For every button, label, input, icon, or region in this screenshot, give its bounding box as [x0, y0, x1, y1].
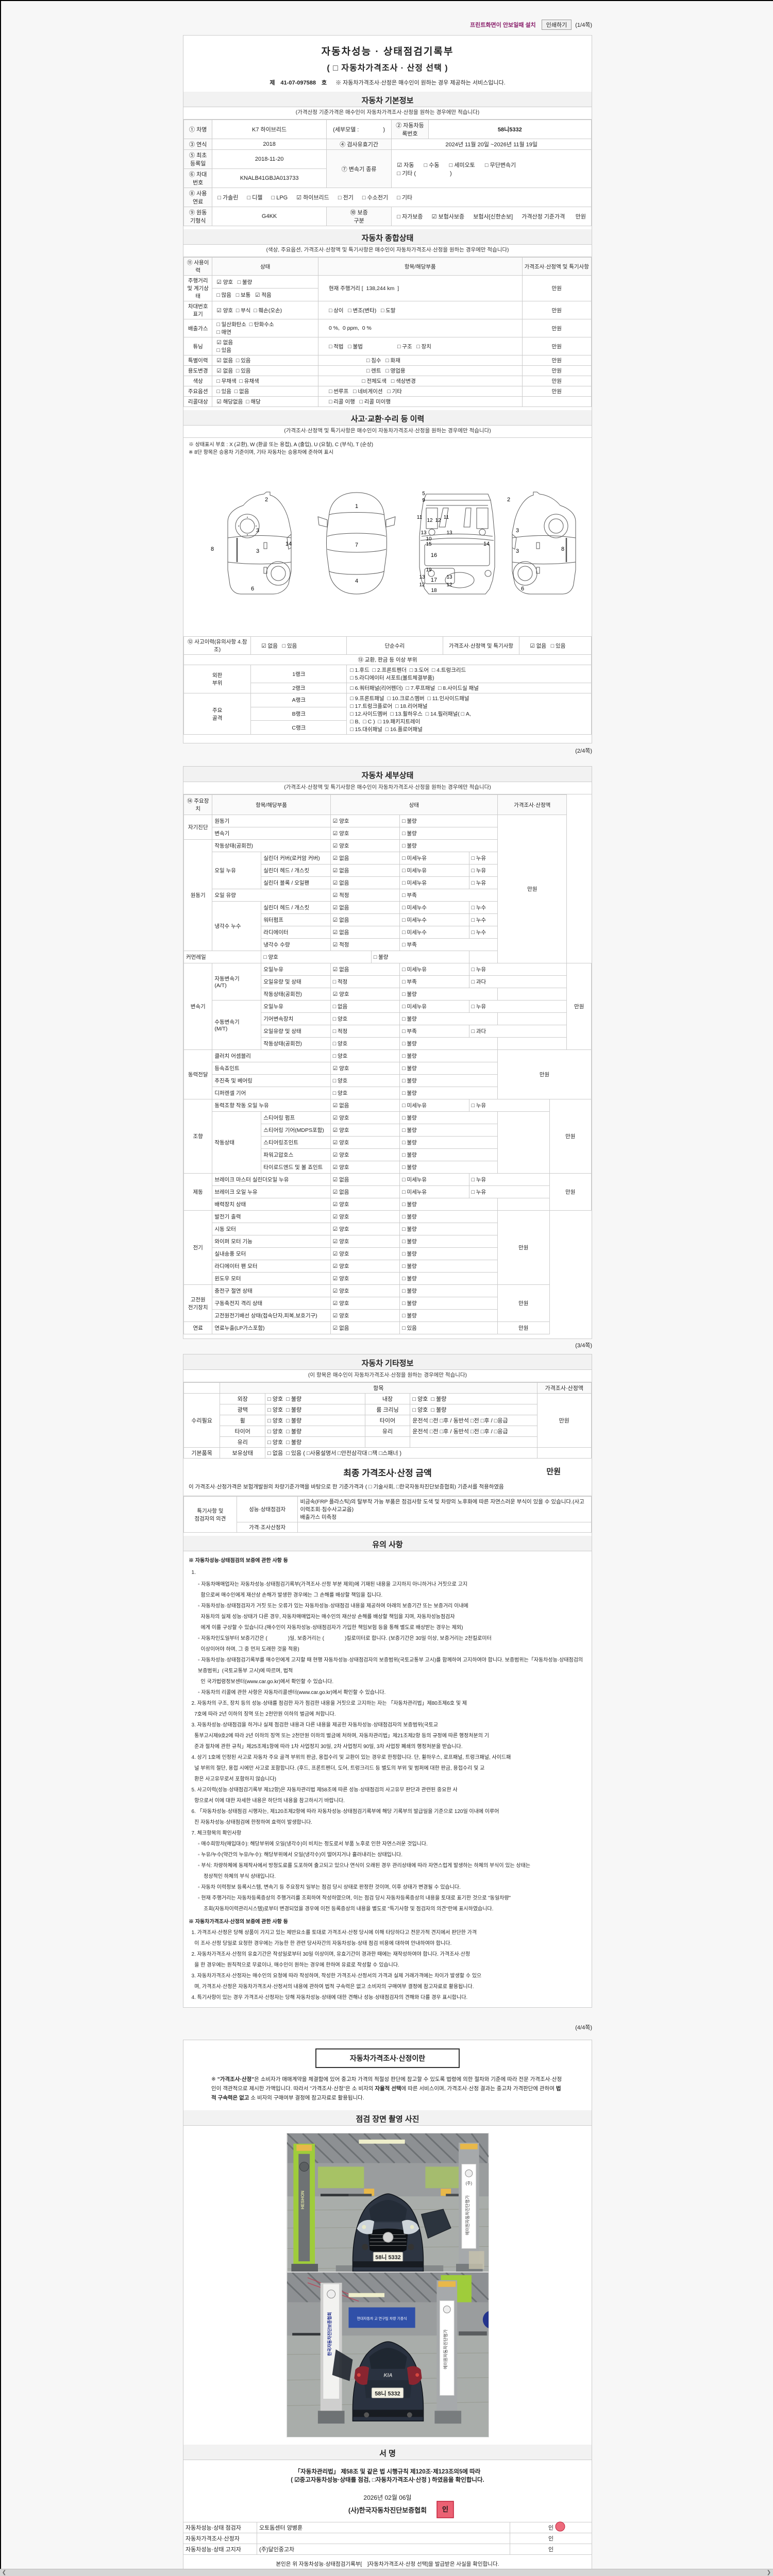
svg-text:9: 9: [422, 498, 425, 503]
svg-text:14: 14: [285, 541, 292, 547]
svg-text:(주): (주): [465, 2181, 472, 2185]
svg-text:인: 인: [442, 2505, 448, 2513]
svg-text:6: 6: [251, 586, 254, 592]
svg-text:3: 3: [516, 548, 519, 554]
svg-text:8: 8: [211, 546, 214, 552]
svg-text:12: 12: [419, 582, 425, 588]
svg-text:7: 7: [355, 542, 358, 548]
svg-text:12: 12: [427, 518, 433, 523]
svg-text:15: 15: [426, 541, 432, 547]
svg-text:13: 13: [446, 574, 452, 580]
svg-text:17: 17: [431, 577, 437, 583]
svg-text:18: 18: [431, 588, 437, 594]
svg-text:KIA: KIA: [383, 2372, 392, 2378]
svg-text:3: 3: [256, 548, 259, 554]
svg-text:58니 5332: 58니 5332: [375, 2253, 400, 2261]
svg-text:에이원자동차진단평가: 에이원자동차진단평가: [464, 2195, 469, 2235]
svg-text:13: 13: [446, 530, 452, 536]
svg-text:16: 16: [431, 552, 437, 558]
svg-text:58니 5332: 58니 5332: [375, 2389, 400, 2397]
svg-text:13: 13: [421, 530, 427, 536]
svg-text:3: 3: [256, 528, 259, 534]
svg-text:2: 2: [507, 497, 510, 503]
svg-text:12: 12: [435, 518, 441, 523]
svg-text:3: 3: [516, 528, 519, 534]
svg-text:4: 4: [355, 578, 358, 584]
svg-text:12: 12: [446, 582, 452, 588]
svg-text:2: 2: [265, 497, 268, 503]
svg-text:한국자동차진단보증협회: 한국자동차진단보증협회: [327, 2312, 332, 2355]
svg-text:19: 19: [426, 567, 432, 573]
svg-text:HESHON: HESHON: [300, 2191, 305, 2209]
svg-text:1: 1: [355, 503, 358, 510]
svg-text:5: 5: [422, 491, 425, 497]
svg-text:에이원자동차진단평가: 에이원자동차진단평가: [443, 2329, 448, 2369]
svg-text:11: 11: [444, 515, 449, 520]
svg-text:8: 8: [561, 546, 564, 552]
svg-text:13: 13: [419, 574, 425, 580]
svg-text:6: 6: [521, 586, 524, 592]
svg-text:11: 11: [417, 515, 423, 520]
svg-text:현대자동차 교 연구팀 차량 기증식: 현대자동차 교 연구팀 차량 기증식: [357, 2316, 407, 2320]
svg-text:14: 14: [483, 541, 490, 547]
